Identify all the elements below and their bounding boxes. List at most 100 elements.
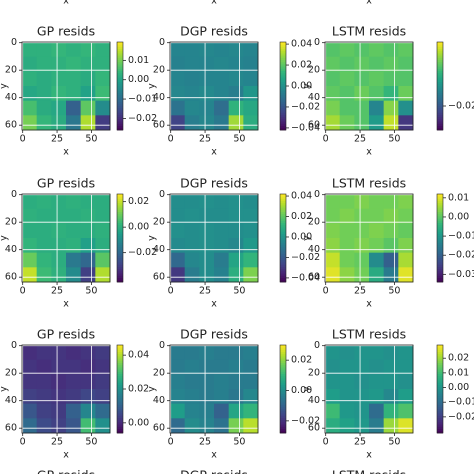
colorbar-swatch xyxy=(437,101,443,104)
colorbar-swatch xyxy=(437,216,443,219)
heat-cell xyxy=(398,345,414,361)
colorbar-swatch xyxy=(437,349,443,352)
colorbar-swatch xyxy=(280,249,286,252)
heat-cell xyxy=(170,252,186,268)
heat-cell xyxy=(51,267,67,283)
colorbar-swatch xyxy=(117,260,123,263)
colorbar-swatch xyxy=(437,68,443,71)
colorbar-swatch xyxy=(117,202,123,206)
colorbar-tick-label: 0.00 xyxy=(448,211,469,222)
heat-cell xyxy=(170,345,186,361)
colorbar-swatch xyxy=(437,119,443,122)
colorbar-swatch xyxy=(117,86,123,89)
heat-cell xyxy=(170,56,186,72)
colorbar-swatch xyxy=(437,112,443,115)
heat-cell xyxy=(36,238,52,254)
colorbar-tick-label: −0.01 xyxy=(128,94,157,105)
colorbar-swatch xyxy=(280,227,286,230)
colorbar-swatch xyxy=(117,384,123,388)
heat-cell xyxy=(354,238,370,254)
heat-cell xyxy=(66,86,82,102)
heat-cell xyxy=(398,252,414,268)
heat-cell xyxy=(325,56,341,72)
colorbar-swatch xyxy=(437,48,443,52)
heat-cell xyxy=(170,86,186,102)
heat-cell xyxy=(66,389,82,405)
y-tick-label: 0 xyxy=(159,37,165,48)
colorbar-swatch xyxy=(280,347,286,350)
heat-cell xyxy=(22,208,38,224)
heat-cell xyxy=(95,418,111,434)
y-tick-label: 20 xyxy=(308,65,320,76)
colorbar-swatch xyxy=(437,402,443,405)
heat-cell xyxy=(199,71,215,87)
x-tick-label: 25 xyxy=(51,286,63,297)
heat-cell xyxy=(199,223,215,239)
y-tick-label: 40 xyxy=(5,395,17,406)
colorbar-swatch xyxy=(117,275,123,278)
colorbar-swatch xyxy=(437,417,443,421)
heat-cell xyxy=(339,418,355,434)
x-tick-label: 50 xyxy=(388,134,400,145)
heat-cell xyxy=(66,359,82,375)
colorbar-swatch xyxy=(117,367,123,370)
heat-cell xyxy=(354,345,370,361)
y-tick-label: 20 xyxy=(153,368,165,379)
colorbar-swatch xyxy=(117,251,123,254)
colorbar-swatch xyxy=(437,108,443,111)
colorbar-swatch xyxy=(437,235,443,239)
colorbar-swatch xyxy=(280,216,286,219)
heat-cell xyxy=(66,238,82,254)
x-tick-label: 50 xyxy=(388,286,400,297)
heat-cell xyxy=(170,42,186,58)
colorbar-swatch xyxy=(280,345,286,348)
heat-cell xyxy=(95,223,111,239)
colorbar-swatch xyxy=(437,86,443,89)
heat-cell xyxy=(95,403,111,419)
colorbar-swatch xyxy=(117,428,123,432)
colorbar-tick-label: −0.02 xyxy=(291,101,320,112)
heat-cell xyxy=(325,403,341,419)
colorbar-swatch xyxy=(280,351,286,355)
colorbar-tick-label: 0.00 xyxy=(291,81,312,92)
heat-cell xyxy=(80,86,96,102)
heat-cell xyxy=(214,208,230,224)
heat-cell xyxy=(383,56,399,72)
y-tick-label: 20 xyxy=(5,368,17,379)
colorbar-swatch xyxy=(280,68,286,71)
colorbar-swatch xyxy=(117,233,123,237)
colorbar-swatch xyxy=(280,66,286,69)
colorbar-swatch xyxy=(117,72,123,76)
heat-cell xyxy=(369,374,385,390)
heat-cell xyxy=(199,389,215,405)
heat-cell xyxy=(398,194,414,210)
colorbar-swatch xyxy=(437,426,443,429)
x-axis-label: x xyxy=(63,299,69,310)
heat-cell xyxy=(66,115,82,131)
colorbar-swatch xyxy=(117,347,123,350)
colorbar-tick-label: −0.02 xyxy=(291,415,320,426)
plot-frame xyxy=(324,193,414,283)
heat-cell xyxy=(325,208,341,224)
panel-title: LSTM resids xyxy=(332,176,406,191)
heat-cell xyxy=(354,115,370,131)
heat-cell xyxy=(383,238,399,254)
colorbar-swatch xyxy=(280,224,286,228)
colorbar-swatch xyxy=(280,266,286,270)
heat-cell xyxy=(80,418,96,434)
colorbar-swatch xyxy=(280,400,286,403)
heat-cell xyxy=(214,223,230,239)
heat-cell xyxy=(95,374,111,390)
colorbar-swatch xyxy=(117,224,123,228)
colorbar-swatch xyxy=(117,393,123,396)
colorbar-swatch xyxy=(280,380,286,383)
colorbar-swatch xyxy=(437,198,443,201)
heat-cell xyxy=(398,238,414,254)
y-tick-label: 20 xyxy=(308,217,320,228)
colorbar-swatch xyxy=(437,362,443,366)
colorbar-swatch xyxy=(117,88,123,91)
heat-cell xyxy=(95,56,111,72)
heat-cell xyxy=(243,208,259,224)
colorbar-swatch xyxy=(117,123,123,126)
heat-cell xyxy=(243,86,259,102)
